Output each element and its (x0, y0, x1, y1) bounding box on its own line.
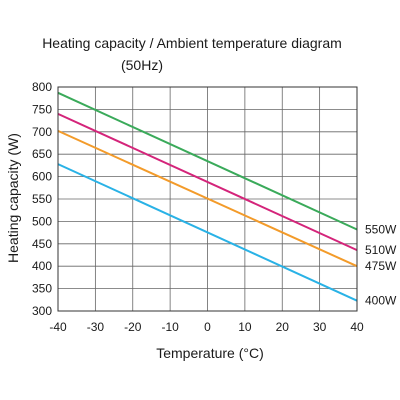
x-tick-label: -10 (161, 320, 179, 334)
plot-frame (57, 86, 358, 312)
y-tick-label: 800 (32, 80, 52, 94)
y-tick-labels: 300 350 400 450 500 550 600 650 700 750 800 (32, 80, 52, 318)
x-tick-label: 0 (204, 320, 211, 334)
x-tick-label: 10 (238, 320, 252, 334)
series-lines (57, 91, 358, 302)
y-tick-label: 400 (32, 259, 52, 273)
series-line-475W (57, 129, 358, 268)
x-tick-label: -40 (49, 320, 67, 334)
series-label-400W: 400W (365, 294, 397, 308)
y-tick-label: 600 (32, 170, 52, 184)
x-axis-label: Temperature (°C) (156, 345, 264, 361)
y-tick-label: 500 (32, 214, 52, 228)
series-line-400W (57, 163, 358, 302)
x-tick-labels: -40 -30 -20 -10 0 10 20 30 40 (49, 320, 364, 334)
series-label-550W: 550W (365, 222, 397, 236)
y-tick-label: 750 (32, 102, 52, 116)
y-tick-label: 550 (32, 192, 52, 206)
y-tick-label: 300 (32, 304, 52, 318)
y-tick-label: 650 (32, 147, 52, 161)
x-tick-label: 40 (350, 320, 364, 334)
y-tick-label: 700 (32, 125, 52, 139)
y-tick-label: 450 (32, 237, 52, 251)
x-tick-label: -30 (87, 320, 105, 334)
y-axis-label: Heating capacity (W) (5, 133, 21, 263)
series-label-510W: 510W (365, 243, 397, 257)
y-tick-label: 350 (32, 282, 52, 296)
chart-title: Heating capacity / Ambient temperature d… (42, 35, 342, 51)
x-tick-label: 30 (313, 320, 327, 334)
x-tick-label: 20 (276, 320, 290, 334)
series-line-550W (57, 91, 358, 231)
chart-subtitle: (50Hz) (121, 57, 163, 73)
series-label-475W: 475W (365, 259, 397, 273)
series-line-510W (57, 112, 358, 252)
series-labels: 550W 510W 475W 400W (365, 222, 397, 307)
x-tick-label: -20 (124, 320, 142, 334)
